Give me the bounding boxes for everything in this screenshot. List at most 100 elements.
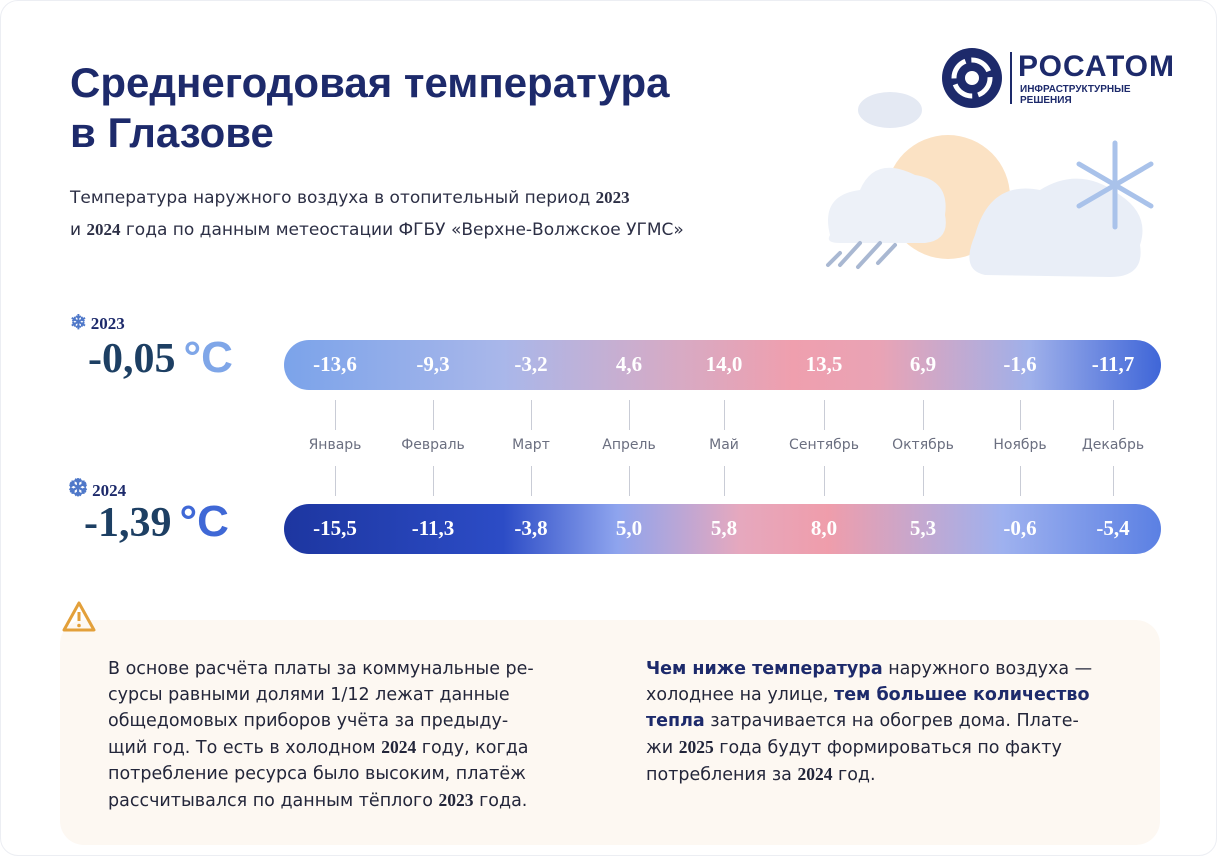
snowflake: ❆ [68, 476, 89, 502]
separator [923, 466, 924, 496]
unit: °C [183, 333, 233, 382]
text-line: тепла затрачивается на обогрев дома. Пла… [646, 708, 1092, 734]
logo-icon [942, 48, 1002, 108]
text-segment: потребление ресурса было высоким, платёж [108, 764, 526, 784]
text-segment: жи [646, 738, 679, 758]
note-box [60, 620, 1160, 845]
text-segment: щий год. То есть в холодном [108, 738, 382, 758]
month-temperature: -5,4 [1096, 516, 1130, 540]
average-temperature: -0,05 °C [88, 333, 233, 383]
separator [824, 400, 825, 430]
separator [433, 400, 434, 430]
logo-name: РОСАТОМ [1018, 50, 1175, 83]
separator [433, 466, 434, 496]
text-segment: года по данным метеостации ФГБУ «Верхне-… [120, 220, 684, 240]
text-segment: затрачивается на обогрев дома. Плате- [704, 711, 1079, 731]
text-line: потребление ресурса было высоким, платёж [108, 761, 534, 787]
month-temperature: 5,8 [710, 516, 738, 540]
month-label: Январь [308, 437, 362, 453]
separator [629, 466, 630, 496]
month-label: Май [709, 437, 739, 453]
logo-divider [1010, 52, 1012, 104]
text-segment: года будут формироваться по факту [713, 738, 1062, 758]
separator [824, 466, 825, 496]
weather-illustration [826, 92, 1154, 277]
month-temperature: -3,8 [514, 516, 548, 540]
year-label: ❆ 2024 [68, 474, 126, 503]
warning-icon [62, 601, 96, 632]
month-temperature: -0,6 [1003, 516, 1037, 540]
text-segment: наружного воздуха — [882, 659, 1093, 679]
year: 2024 [92, 481, 127, 500]
separator [923, 400, 924, 430]
logo-tagline-line: РЕШЕНИЯ [1020, 95, 1072, 106]
text-line: и 2024 года по данным метеостации ФГБУ «… [70, 214, 684, 246]
title: Среднегодовая температура в Глазове [70, 58, 670, 158]
text-line: В основе расчёта платы за коммунальные р… [108, 656, 534, 682]
month-label: Сентябрь [789, 437, 859, 453]
separator [1113, 466, 1114, 496]
month-temperature: -1,6 [1003, 352, 1037, 376]
month-label: Март [512, 437, 550, 453]
month-label: Февраль [401, 437, 465, 453]
month-temperature: -11,7 [1091, 352, 1135, 376]
text-line: потребления за 2024 год. [646, 761, 1092, 788]
text-segment: 2024 [381, 737, 417, 757]
average-value: -1,39 [84, 500, 172, 546]
separator [335, 466, 336, 496]
year: 2023 [90, 314, 125, 333]
text-segment: Температура наружного воздуха в отопител… [70, 188, 596, 208]
month-temperature: -11,3 [411, 516, 455, 540]
text-segment: год. [832, 765, 876, 785]
month-temperature: 4,6 [615, 352, 643, 376]
text-segment: холоднее на улице, [646, 685, 835, 705]
separator [1020, 400, 1021, 430]
subtitle: Температура наружного воздуха в отопител… [70, 182, 684, 246]
text-segment: 2023 [438, 790, 474, 810]
text-line: Температура наружного воздуха в отопител… [70, 182, 684, 214]
text-line: рассчитывался по данным тёплого 2023 год… [108, 787, 534, 814]
text-segment: общедомовых приборов учёта за предыду- [108, 711, 509, 731]
text-segment: сурсы равными долями 1/12 лежат данные [108, 685, 510, 705]
text-segment: году, когда [416, 738, 529, 758]
text-segment: В основе расчёта платы за коммунальные р… [108, 659, 534, 679]
month-temperature: -15,5 [313, 516, 357, 540]
snowflake: ❄ [70, 312, 87, 334]
title-line: Среднегодовая температура [70, 59, 670, 106]
average-temperature: -1,39 °C [84, 497, 229, 547]
unit: °C [179, 497, 229, 546]
separator [531, 466, 532, 496]
month-label: Ноябрь [993, 437, 1047, 453]
month-temperature: -3,2 [514, 352, 548, 376]
separator [629, 400, 630, 430]
text-segment: Чем ниже температура [646, 659, 883, 679]
month-label: Апрель [602, 437, 656, 453]
month-temperature: 5,0 [615, 516, 643, 540]
temperature-bar [284, 504, 1161, 554]
text-line: жи 2025 года будут формироваться по факт… [646, 734, 1092, 761]
text-line: Чем ниже температура наружного воздуха — [646, 656, 1092, 682]
text-segment: 2025 [678, 737, 714, 757]
text-segment: рассчитывался по данным тёплого [108, 791, 439, 811]
month-temperature: 14,0 [705, 352, 743, 376]
text-segment: и [70, 220, 87, 240]
title-line: в Глазове [70, 109, 274, 156]
month-temperature: -13,6 [313, 352, 357, 376]
text-segment: 2024 [86, 220, 121, 239]
logo-tagline: ИНФРАСТРУКТУРНЫЕ РЕШЕНИЯ [1020, 84, 1131, 106]
month-temperature: 8,0 [810, 516, 838, 540]
separator [1020, 466, 1021, 496]
month-temperature: 13,5 [805, 352, 843, 376]
year-label: ❄ 2023 [70, 310, 125, 335]
text-line: сурсы равными долями 1/12 лежат данные [108, 682, 534, 708]
separator [724, 400, 725, 430]
note-right: Чем ниже температура наружного воздуха —… [646, 656, 1092, 788]
logo-tagline-line: ИНФРАСТРУКТУРНЫЕ [1020, 84, 1131, 95]
text-line: общедомовых приборов учёта за предыду- [108, 708, 534, 734]
text-line: щий год. То есть в холодном 2024 году, к… [108, 734, 534, 761]
note-left: В основе расчёта платы за коммунальные р… [108, 656, 534, 814]
text-segment: тем большее количество [834, 685, 1090, 705]
separator [531, 400, 532, 430]
month-temperature: 5,3 [909, 516, 937, 540]
